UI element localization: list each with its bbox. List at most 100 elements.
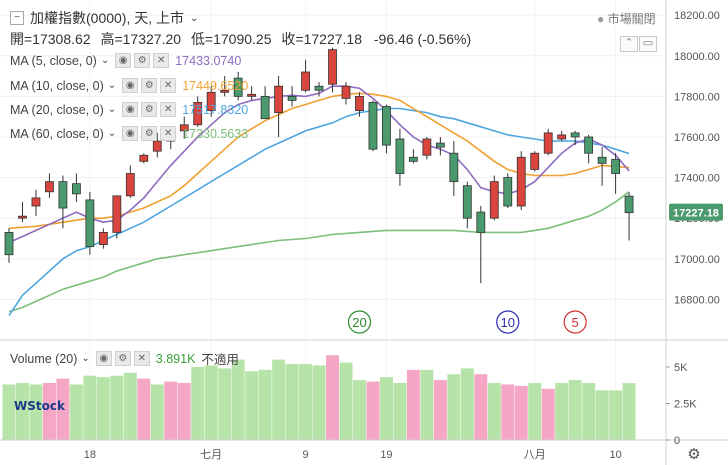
candle-body bbox=[274, 85, 284, 114]
candle bbox=[557, 130, 567, 142]
indicator-value: 17330.5633 bbox=[182, 126, 249, 141]
gear-icon[interactable]: ⚙ bbox=[141, 102, 158, 117]
volume-bar bbox=[123, 372, 137, 440]
candle bbox=[597, 147, 607, 186]
candle-body bbox=[112, 195, 122, 233]
volume-bar bbox=[541, 388, 555, 440]
gear-icon[interactable]: ⚙ bbox=[141, 126, 158, 141]
eye-icon[interactable]: ◉ bbox=[122, 126, 139, 141]
candle bbox=[260, 86, 270, 120]
market-status: 市場關閉 bbox=[607, 12, 656, 26]
close-icon[interactable]: ✕ bbox=[153, 53, 170, 68]
volume-bar bbox=[352, 380, 366, 440]
candle-body bbox=[395, 138, 405, 174]
volume-bar bbox=[326, 355, 340, 440]
volume-tick-label: 2.5K bbox=[674, 398, 697, 410]
volume-bar bbox=[568, 380, 582, 440]
gear-icon[interactable]: ⚙ bbox=[114, 351, 131, 366]
gear-icon[interactable]: ⚙ bbox=[141, 78, 158, 93]
settings-gear-icon[interactable]: ⚙ bbox=[687, 446, 700, 463]
volume-bar bbox=[433, 380, 447, 440]
indicator-row-ma60[interactable]: MA (60, close, 0) ⌄ ◉ ⚙ ✕ 17330.5633 bbox=[10, 126, 248, 141]
volume-bar bbox=[110, 375, 124, 440]
volume-bar bbox=[245, 371, 259, 440]
candle-body bbox=[597, 156, 607, 164]
volume-tick-label: 0 bbox=[674, 435, 680, 447]
candle bbox=[368, 100, 378, 152]
candle bbox=[530, 151, 540, 172]
close-icon[interactable]: ✕ bbox=[160, 102, 177, 117]
candle bbox=[45, 173, 54, 198]
chevron-down-icon[interactable]: ⌄ bbox=[107, 80, 117, 91]
volume-bar bbox=[528, 383, 542, 440]
indicator-row-ma20[interactable]: MA (20, close, 0) ⌄ ◉ ⚙ ✕ 17517.8320 bbox=[10, 102, 248, 117]
candle-body bbox=[72, 183, 81, 195]
candle bbox=[85, 191, 95, 255]
eye-icon[interactable]: ◉ bbox=[115, 53, 132, 68]
candle bbox=[18, 201, 27, 223]
volume-bar bbox=[393, 383, 407, 440]
up-button[interactable]: ⌃ bbox=[620, 36, 638, 52]
candle bbox=[355, 92, 364, 117]
candle bbox=[287, 86, 297, 107]
chevron-down-icon[interactable]: ⌄ bbox=[81, 353, 90, 364]
volume-bar bbox=[231, 359, 245, 440]
candle-body bbox=[45, 181, 54, 193]
indicator-value: 17433.0740 bbox=[175, 53, 242, 68]
volume-bar bbox=[56, 378, 70, 440]
close-icon[interactable]: ✕ bbox=[160, 78, 177, 93]
ma10-line bbox=[8, 92, 630, 230]
volume-bar bbox=[96, 377, 110, 440]
volume-bar bbox=[366, 381, 380, 440]
candle-body bbox=[489, 181, 499, 219]
chevron-down-icon[interactable]: ⌄ bbox=[190, 12, 199, 24]
volume-bar bbox=[164, 381, 178, 440]
candle-body bbox=[530, 152, 540, 170]
volume-bar bbox=[137, 378, 151, 440]
candle-body bbox=[85, 199, 95, 248]
close-icon[interactable]: ✕ bbox=[133, 351, 150, 366]
candle bbox=[382, 104, 391, 154]
marker-circle bbox=[496, 310, 520, 334]
candle-body bbox=[287, 95, 297, 101]
volume-bar bbox=[83, 375, 97, 440]
volume-bar bbox=[15, 383, 29, 440]
gear-icon[interactable]: ⚙ bbox=[134, 53, 151, 68]
high-price: 高=17327.20 bbox=[100, 31, 182, 47]
candle-body bbox=[516, 156, 526, 207]
collapse-icon[interactable]: − bbox=[10, 11, 24, 25]
candle bbox=[408, 149, 418, 164]
volume-bar bbox=[191, 366, 205, 440]
x-tick-label: 9 bbox=[302, 449, 308, 461]
candle-body bbox=[139, 154, 149, 162]
last-price-label: 17227.18 bbox=[673, 208, 719, 220]
eye-icon[interactable]: ◉ bbox=[95, 351, 112, 366]
price-tick-label: 17600.00 bbox=[674, 132, 720, 144]
candle bbox=[98, 228, 108, 249]
chevron-down-icon[interactable]: ⌄ bbox=[107, 128, 117, 139]
expand-button[interactable]: ▭ bbox=[639, 36, 657, 52]
wstock-logo: WStock bbox=[14, 399, 65, 413]
indicator-row-ma10[interactable]: MA (10, close, 0) ⌄ ◉ ⚙ ✕ 17449.6520 bbox=[10, 78, 248, 93]
candle bbox=[301, 59, 310, 93]
candle bbox=[58, 175, 68, 229]
candle-body bbox=[301, 71, 310, 91]
volume-indicator-row[interactable]: Volume (20) ⌄ ◉ ⚙ ✕ 3.891K 不適用 bbox=[10, 349, 239, 368]
volume-unit-note: 不適用 bbox=[201, 353, 239, 367]
chevron-down-icon[interactable]: ⌄ bbox=[107, 104, 117, 115]
candle-body bbox=[206, 91, 216, 111]
candle-body bbox=[570, 132, 580, 138]
close-icon[interactable]: ✕ bbox=[160, 126, 177, 141]
marker-circle bbox=[347, 310, 372, 334]
volume-bar bbox=[69, 384, 83, 440]
indicator-row-ma5[interactable]: MA (5, close, 0) ⌄ ◉ ⚙ ✕ 17433.0740 bbox=[10, 53, 241, 68]
candle-body bbox=[18, 215, 27, 219]
candle bbox=[314, 82, 324, 97]
chevron-down-icon[interactable]: ⌄ bbox=[100, 55, 110, 66]
candle bbox=[328, 47, 337, 93]
eye-icon[interactable]: ◉ bbox=[122, 102, 139, 117]
indicator-label: MA (20, close, 0) bbox=[10, 102, 104, 117]
volume-bar bbox=[555, 383, 569, 440]
eye-icon[interactable]: ◉ bbox=[122, 78, 139, 93]
